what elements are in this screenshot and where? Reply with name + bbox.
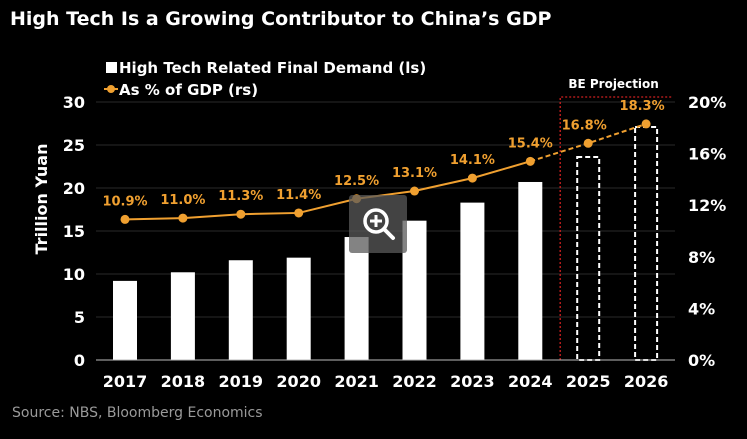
data-label: 11.0%	[160, 193, 205, 208]
bar	[228, 260, 253, 360]
y-tick-label: 20	[63, 179, 85, 198]
y-tick-label: 25	[63, 136, 85, 155]
bar	[344, 237, 369, 360]
y-tick-label: 30	[63, 93, 85, 112]
line-point	[410, 186, 419, 196]
source-note: Source: NBS, Bloomberg Economics	[12, 405, 263, 421]
data-label: 11.4%	[276, 188, 321, 203]
line-point	[178, 213, 188, 223]
x-tick-label: 2018	[161, 372, 206, 391]
x-tick-label: 2020	[276, 372, 321, 391]
y2-tick-label: 12%	[688, 196, 726, 215]
y2-tick-label: 4%	[688, 299, 715, 318]
y-tick-label: 0	[74, 351, 85, 370]
projection-label: BE Projection	[568, 77, 658, 91]
y2-tick-label: 0%	[688, 351, 715, 370]
x-tick-label: 2021	[334, 372, 379, 391]
y-tick-label: 15	[63, 222, 85, 241]
y-tick-label: 5	[74, 308, 85, 327]
line-series	[124, 160, 531, 221]
line-point	[467, 173, 477, 183]
bar	[170, 272, 195, 360]
magnifier-plus-icon	[363, 208, 395, 240]
x-tick-label: 2026	[624, 372, 669, 391]
data-label: 13.1%	[392, 166, 437, 181]
legend-swatch-bars	[106, 62, 117, 73]
line-point	[294, 208, 304, 218]
x-tick-label: 2019	[219, 372, 264, 391]
data-label: 10.9%	[102, 194, 147, 209]
data-label: 15.4%	[508, 136, 553, 151]
x-tick-label: 2022	[392, 372, 437, 391]
line-point	[641, 119, 651, 129]
bar	[113, 280, 137, 360]
bar	[518, 181, 543, 360]
data-label: 16.8%	[562, 118, 607, 133]
y-tick-label: 10	[63, 265, 85, 284]
y2-tick-label: 16%	[688, 145, 726, 164]
x-tick-label: 2023	[450, 372, 495, 391]
bar	[286, 257, 311, 360]
zoom-button[interactable]	[349, 195, 407, 253]
line-point	[120, 214, 130, 224]
y2-tick-label: 8%	[688, 248, 715, 267]
line-point	[236, 209, 246, 219]
projection-box	[559, 96, 672, 360]
chart-title: High Tech Is a Growing Contributor to Ch…	[10, 8, 552, 30]
bar-projected	[576, 156, 601, 361]
line-point	[583, 138, 593, 148]
x-tick-label: 2024	[508, 372, 553, 391]
legend-swatch-marker	[107, 85, 115, 93]
x-tick-label: 2017	[103, 372, 148, 391]
data-label: 12.5%	[334, 174, 379, 189]
y-axis-label: Trillion Yuan	[32, 144, 51, 255]
legend-label: High Tech Related Final Demand (ls)	[119, 59, 426, 77]
data-label: 11.3%	[218, 189, 263, 204]
legend-label: As % of GDP (rs)	[119, 81, 258, 99]
bar-projected	[634, 125, 659, 361]
y2-tick-label: 20%	[688, 93, 726, 112]
x-tick-label: 2025	[566, 372, 611, 391]
data-label: 18.3%	[620, 99, 665, 114]
data-label: 14.1%	[450, 153, 495, 168]
line-point	[525, 156, 535, 166]
bar	[460, 202, 485, 360]
